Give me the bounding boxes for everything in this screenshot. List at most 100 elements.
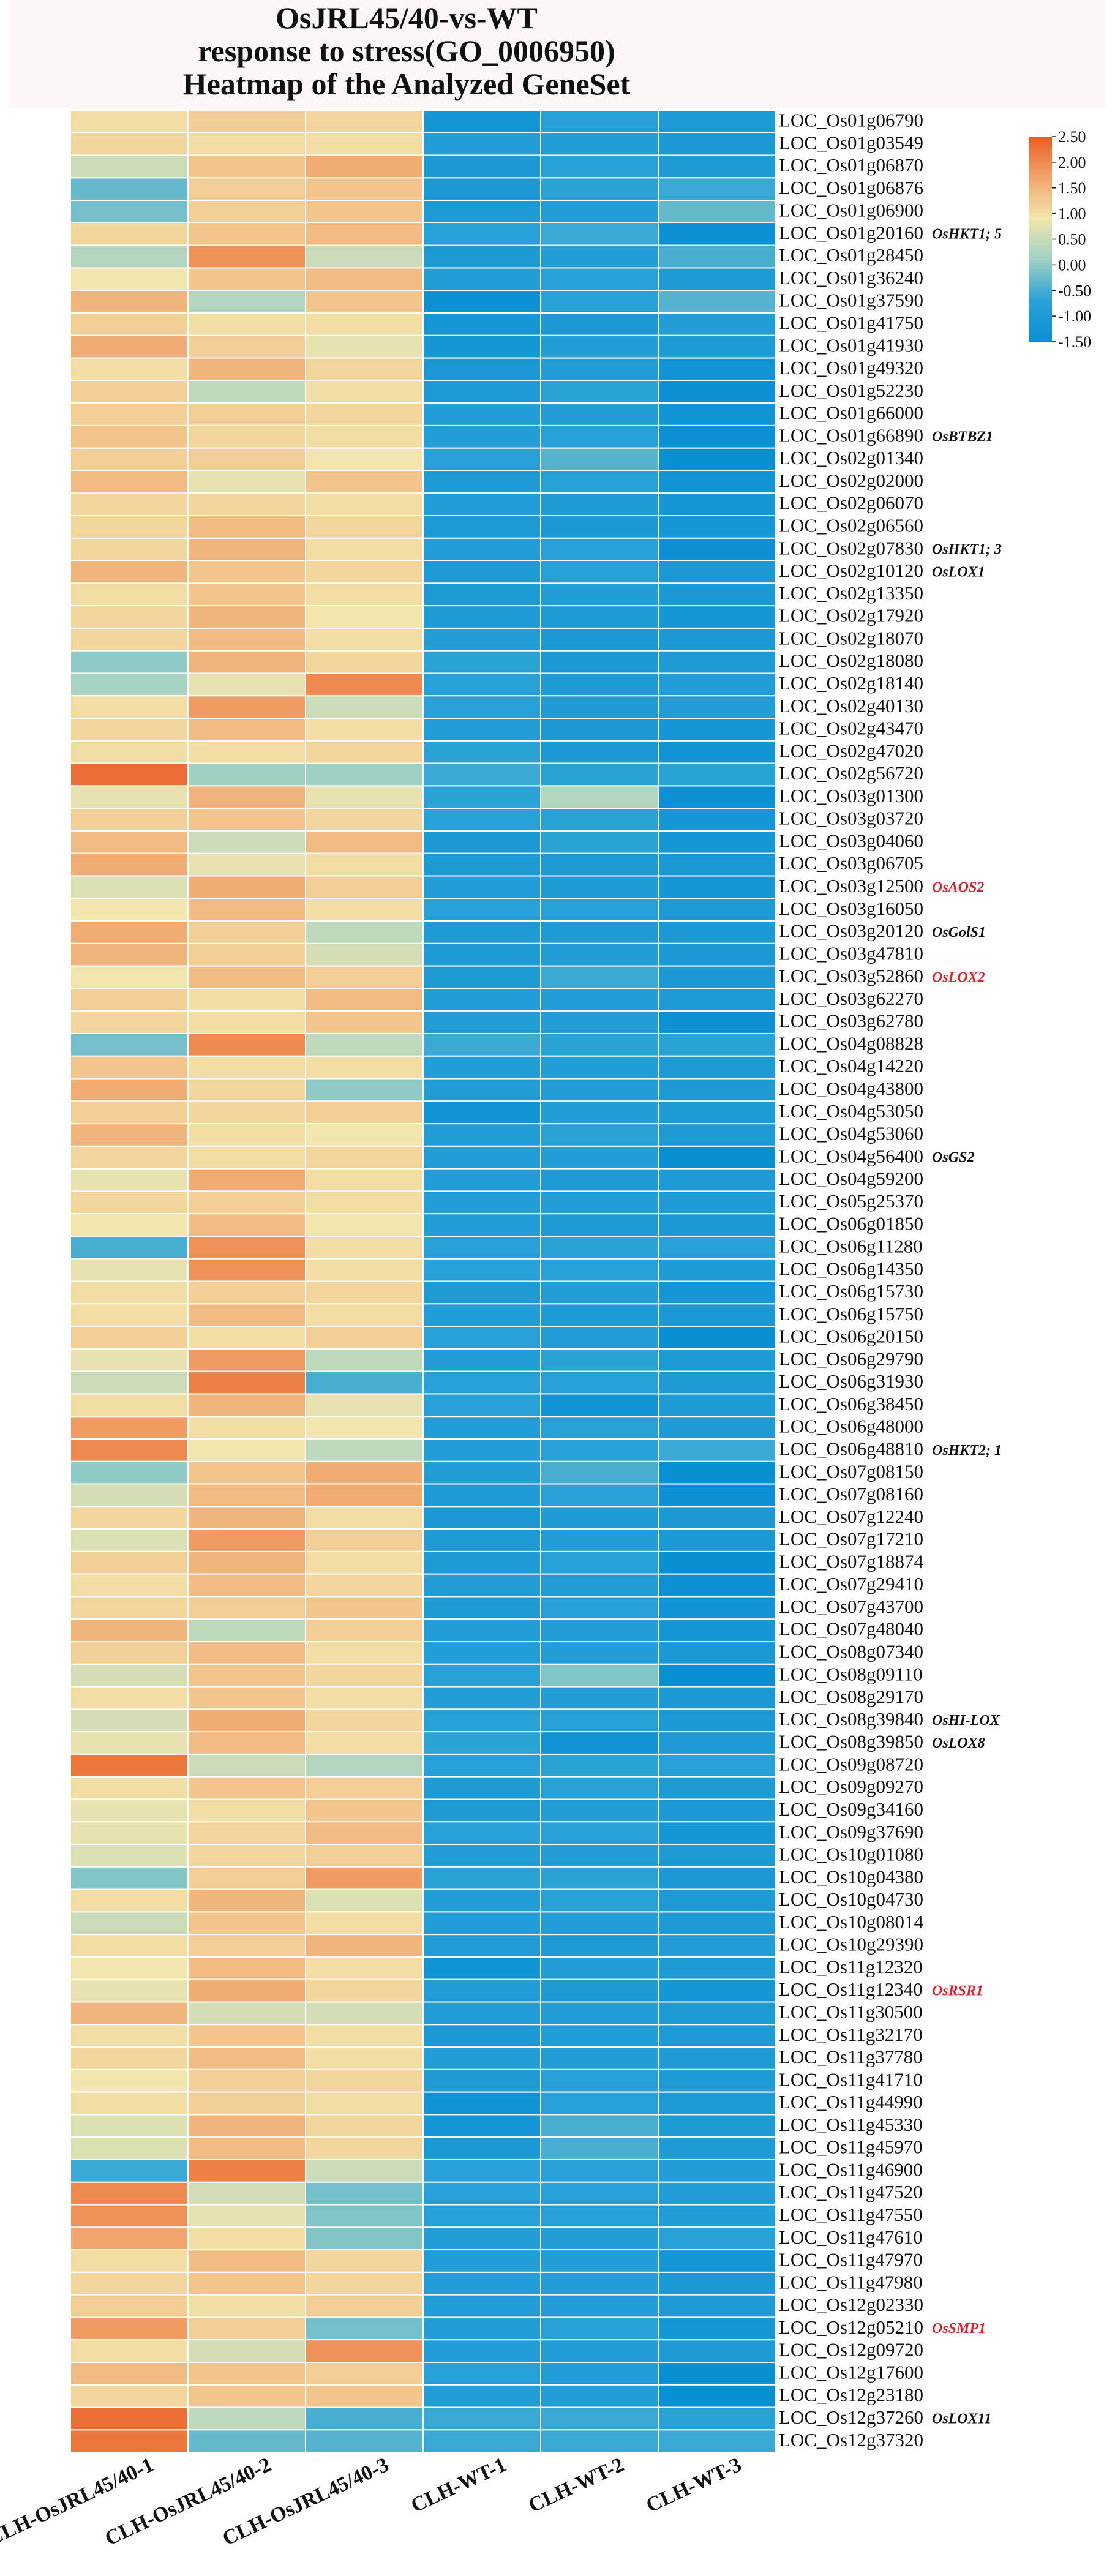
gene-label: LOC_Os01g06870	[779, 154, 923, 176]
heatmap-cell	[187, 2158, 306, 2183]
heatmap-cell	[422, 1888, 541, 1913]
gene-label: LOC_Os01g49320	[779, 357, 923, 378]
heatmap-cell	[658, 672, 776, 697]
heatmap-cell	[305, 582, 424, 607]
heatmap-cell	[70, 357, 189, 381]
gene-annotation: OsGolS1	[932, 925, 986, 941]
heatmap-cell	[305, 1100, 424, 1125]
heatmap-cell	[187, 2249, 306, 2273]
heatmap-cell	[70, 1776, 189, 1800]
heatmap-cell	[70, 2406, 189, 2431]
gene-label: LOC_Os08g39840	[779, 1708, 923, 1730]
heatmap-cell	[658, 1506, 776, 1530]
heatmap-cell	[305, 537, 424, 561]
heatmap-cell	[70, 1078, 189, 1102]
gene-labels: LOC_Os01g06790LOC_Os01g03549LOC_Os01g068…	[779, 109, 923, 2450]
heatmap-cell	[658, 222, 776, 246]
heatmap-cell	[422, 582, 541, 607]
gene-label: LOC_Os02g02000	[779, 470, 923, 491]
heatmap-cell	[187, 110, 306, 133]
heatmap-cell	[70, 2114, 189, 2138]
heatmap-cell	[187, 1145, 306, 1170]
heatmap-cell	[658, 2114, 776, 2138]
heatmap-cell	[422, 1460, 541, 1485]
heatmap-cell	[658, 2294, 776, 2318]
gene-label: LOC_Os04g08828	[779, 1032, 923, 1054]
heatmap-cell	[658, 1145, 776, 1170]
sample-labels: CLH-OsJRL45/40-1CLH-OsJRL45/40-2CLH-OsJR…	[0, 2454, 745, 2550]
heatmap-cell	[187, 1956, 306, 1980]
heatmap-cell	[305, 920, 424, 944]
heatmap-cell	[422, 537, 541, 561]
heatmap-cell	[70, 110, 189, 133]
heatmap-cell	[70, 740, 189, 764]
heatmap-cell	[658, 1010, 776, 1034]
heatmap-cell	[422, 1798, 541, 1823]
gene-annotation: OsRSR1	[932, 1983, 983, 1999]
heatmap-cell	[658, 1303, 776, 1327]
heatmap-cell	[422, 515, 541, 539]
heatmap-cell	[305, 1416, 424, 1440]
gene-label: LOC_Os11g37780	[779, 2046, 923, 2068]
heatmap-cell	[187, 334, 306, 359]
heatmap-cell	[305, 1438, 424, 1462]
gene-label: LOC_Os01g36240	[779, 267, 923, 288]
heatmap-cell	[658, 942, 776, 967]
heatmap-cell	[305, 267, 424, 291]
heatmap-cell	[70, 560, 189, 584]
heatmap-cell	[540, 1280, 659, 1305]
heatmap-cell	[70, 1978, 189, 2003]
heatmap-cell	[658, 605, 776, 629]
heatmap-cell	[70, 2136, 189, 2160]
heatmap-cell	[70, 1866, 189, 1890]
gene-label: LOC_Os10g04380	[779, 1866, 923, 1887]
heatmap-cell	[187, 785, 306, 809]
gene-label: LOC_Os07g12240	[779, 1506, 923, 1527]
heatmap-cell	[305, 965, 424, 989]
heatmap-cell	[658, 1055, 776, 1080]
heatmap-cell	[305, 627, 424, 652]
colorbar-tick-label: 0.50	[1058, 231, 1086, 249]
heatmap-cell	[187, 650, 306, 674]
heatmap-cell	[422, 244, 541, 269]
heatmap-cell	[187, 1596, 306, 1620]
heatmap-cell	[540, 1258, 659, 1282]
heatmap-cell	[70, 582, 189, 607]
heatmap-cell	[305, 1550, 424, 1575]
heatmap-cell	[658, 2384, 776, 2408]
colorbar-tick-label: 2.50	[1058, 128, 1086, 146]
heatmap-cell	[187, 1798, 306, 1823]
heatmap-cell	[70, 1258, 189, 1282]
heatmap-cell	[422, 2046, 541, 2070]
heatmap-cell	[422, 785, 541, 809]
heatmap-cell	[305, 1483, 424, 1508]
heatmap-cell	[70, 1663, 189, 1688]
heatmap-cell	[422, 2181, 541, 2206]
gene-annotation: OsHKT1; 5	[932, 227, 1002, 242]
heatmap-cell	[658, 470, 776, 494]
heatmap-cell	[540, 1663, 659, 1688]
gene-label: LOC_Os06g48000	[779, 1416, 923, 1437]
heatmap-cell	[422, 1686, 541, 1710]
heatmap-cell	[187, 740, 306, 764]
heatmap-cell	[305, 222, 424, 246]
heatmap-cell	[305, 830, 424, 854]
heatmap-cell	[422, 2068, 541, 2093]
gene-label: LOC_Os01g03549	[779, 132, 923, 153]
heatmap-cell	[422, 312, 541, 336]
heatmap-cell	[422, 267, 541, 291]
heatmap-cell	[187, 380, 306, 404]
heatmap-cell	[658, 1078, 776, 1102]
gene-label: LOC_Os03g62780	[779, 1010, 923, 1032]
heatmap-cell	[540, 1708, 659, 1733]
gene-label: LOC_Os12g02330	[779, 2294, 923, 2315]
heatmap-cell	[540, 132, 659, 156]
heatmap-cell	[422, 1708, 541, 1733]
gene-annotation: OsLOX2	[932, 969, 985, 985]
heatmap-cell	[422, 357, 541, 381]
heatmap-cell	[70, 1438, 189, 1462]
heatmap-cell	[658, 1280, 776, 1305]
heatmap-cell	[422, 988, 541, 1012]
heatmap-cell	[70, 1460, 189, 1485]
